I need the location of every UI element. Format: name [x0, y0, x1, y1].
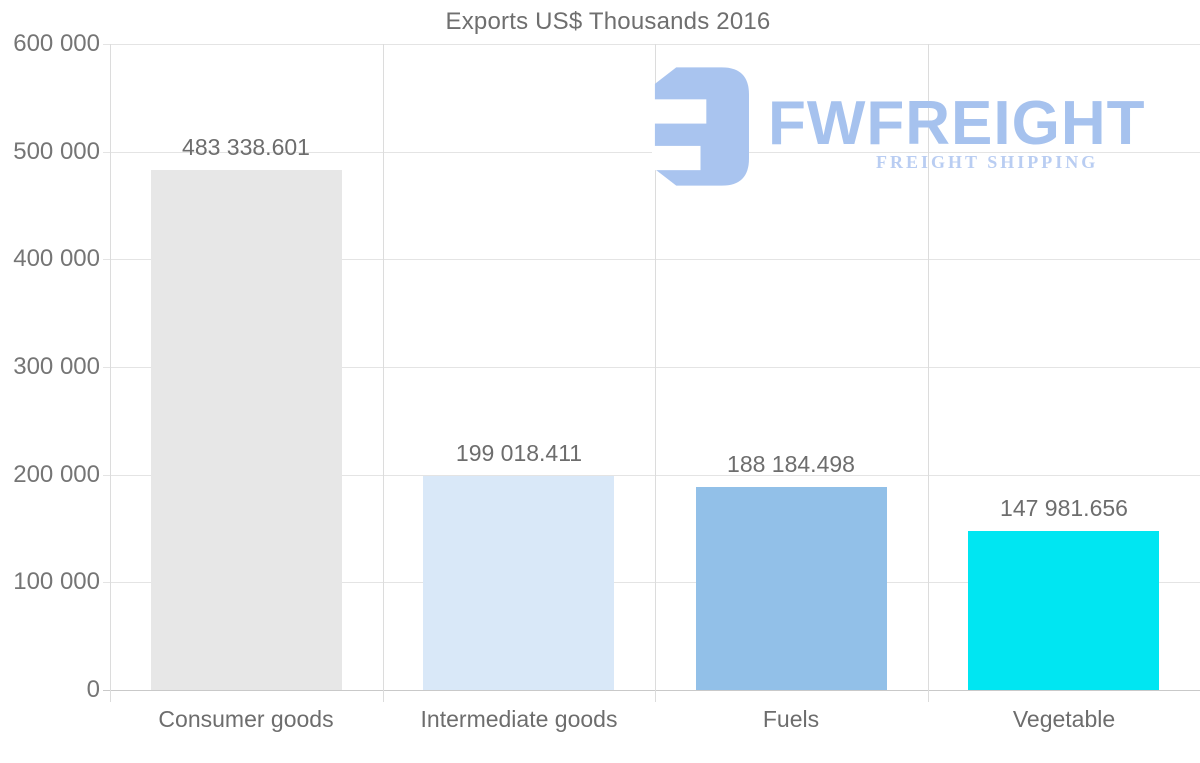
y-tick-label: 100 000 — [13, 568, 100, 595]
plot-area: 483 338.601 199 018.411 188 184.498 147 981… — [103, 44, 1200, 702]
y-gridline — [103, 690, 1200, 691]
y-tick-label: 300 000 — [13, 353, 100, 380]
category-gridline — [655, 44, 656, 702]
y-gridline — [103, 259, 1200, 260]
bar-vegetable — [968, 531, 1159, 690]
x-tick-label: Fuels — [762, 706, 820, 732]
bar-value-label: 199 018.411 — [455, 440, 583, 466]
y-axis-line — [110, 44, 111, 702]
y-tick-label: 0 — [86, 676, 100, 703]
y-tick-label: 500 000 — [13, 138, 100, 165]
y-tick-label: 600 000 — [13, 30, 100, 57]
x-axis: Consumer goods Intermediate goods Fuels Veg… — [110, 0, 1200, 763]
category-gridline — [928, 44, 929, 702]
bar-value-label: 147 981.656 — [1000, 495, 1128, 521]
bar-fuels — [696, 487, 887, 690]
y-gridline — [103, 367, 1200, 368]
y-axis: 600 000 500 000 400 000 300 000 200 000 100 0… — [0, 0, 100, 763]
y-tick-label: 200 000 — [13, 461, 100, 488]
bar-value-label: 188 184.498 — [727, 451, 855, 477]
bar-intermediate-goods — [423, 476, 614, 690]
y-gridline — [103, 44, 1200, 45]
chart-title: Exports US$ Thousands 2016 — [445, 8, 771, 35]
category-gridline — [383, 44, 384, 702]
y-gridline — [103, 582, 1200, 583]
bar-value-label: 483 338.601 — [182, 134, 310, 160]
x-tick-label: Consumer goods — [158, 706, 334, 732]
bar-consumer-goods — [151, 170, 342, 690]
y-gridline — [103, 475, 1200, 476]
y-gridline — [103, 152, 1200, 153]
y-tick-label: 400 000 — [13, 245, 100, 272]
x-tick-label: Intermediate goods — [420, 706, 618, 732]
x-tick-label: Vegetable — [1012, 706, 1116, 732]
